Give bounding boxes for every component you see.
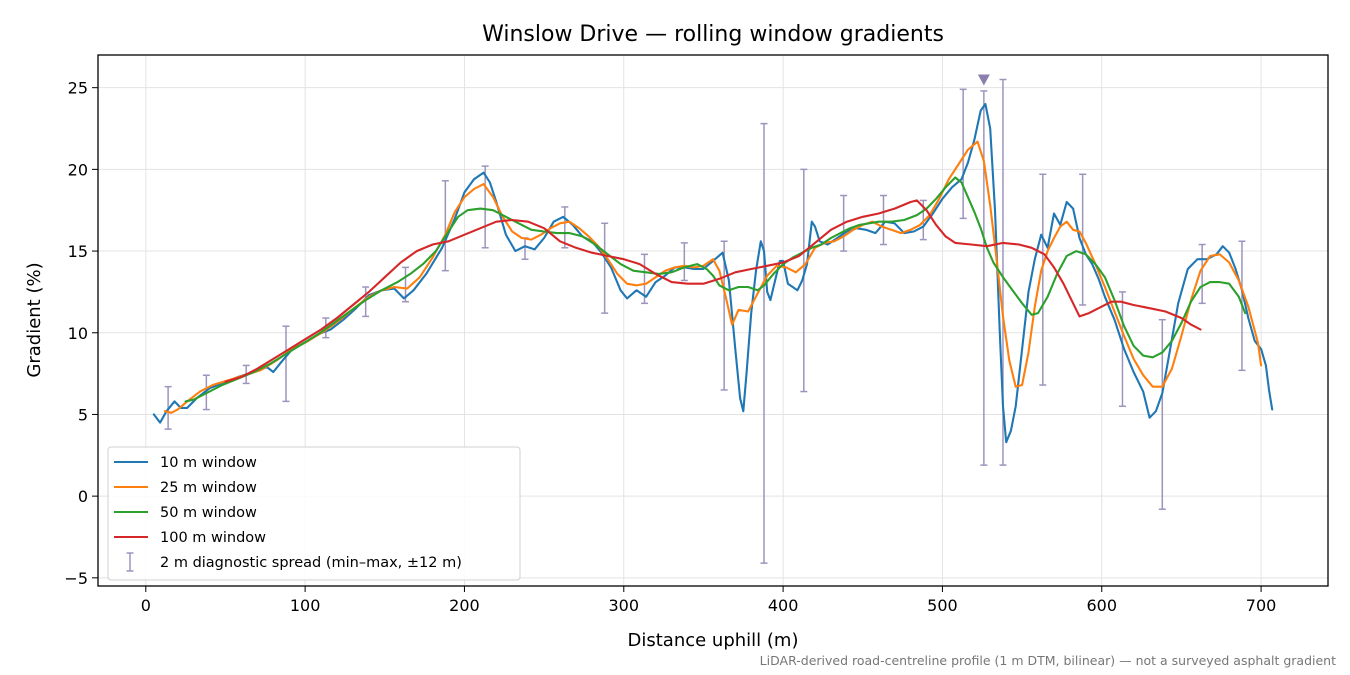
legend-item: 10 m window <box>114 455 257 471</box>
legend-label: 100 m window <box>160 530 266 546</box>
y-tick-label: 5 <box>78 405 88 424</box>
y-tick-label: −5 <box>64 569 88 588</box>
footnote: LiDAR-derived road-centreline profile (1… <box>760 653 1336 668</box>
error-bar <box>282 325 290 403</box>
error-bar <box>1039 173 1047 386</box>
chart-title: Winslow Drive — rolling window gradients <box>482 22 944 47</box>
y-axis-label: Gradient (%) <box>24 262 45 377</box>
plot-area <box>152 74 1274 564</box>
x-axis-label: Distance uphill (m) <box>628 630 799 651</box>
x-tick-label: 400 <box>768 596 799 615</box>
error-bar <box>879 194 887 246</box>
x-tick-label: 500 <box>927 596 958 615</box>
error-bar <box>481 165 489 249</box>
x-tick-label: 700 <box>1246 596 1277 615</box>
legend-label: 25 m window <box>160 480 257 496</box>
x-tick-label: 200 <box>449 596 480 615</box>
legend: 10 m window 25 m window 50 m window 100 m w… <box>107 446 521 581</box>
legend-item: 100 m window <box>114 530 266 546</box>
error-bar <box>680 242 688 282</box>
y-tick-label: 15 <box>68 242 88 261</box>
series-line-1 <box>152 102 1274 444</box>
series-line-4 <box>224 199 1202 383</box>
error-bar <box>1118 291 1126 408</box>
axes-frame <box>97 54 1329 587</box>
y-tick-label: 20 <box>68 160 88 179</box>
error-bar <box>959 88 967 220</box>
legend-label: 50 m window <box>160 505 257 521</box>
error-bar <box>720 240 728 391</box>
error-bar <box>1079 173 1087 306</box>
error-bar <box>800 168 808 393</box>
legend-box <box>107 446 521 581</box>
error-bar <box>561 206 569 249</box>
series-line-2 <box>163 140 1263 414</box>
x-tick-label: 300 <box>609 596 640 615</box>
y-axis-ticks: −5 0 5 10 15 20 25 <box>64 79 98 588</box>
y-tick-label: 10 <box>68 324 88 343</box>
x-tick-label: 600 <box>1086 596 1117 615</box>
x-tick-label: 0 <box>141 596 151 615</box>
max-gradient-marker <box>977 74 990 86</box>
y-tick-label: 0 <box>78 487 88 506</box>
error-bar <box>441 180 449 272</box>
error-bar <box>362 286 370 318</box>
legend-item: 2 m diagnostic spread (min–max, ±12 m) <box>126 552 462 572</box>
error-bar <box>980 90 988 466</box>
x-tick-label: 100 <box>290 596 321 615</box>
legend-label: 10 m window <box>160 455 257 471</box>
y-tick-label: 25 <box>68 79 88 98</box>
legend-item: 25 m window <box>114 480 257 496</box>
error-bar <box>760 122 768 564</box>
legend-label: 2 m diagnostic spread (min–max, ±12 m) <box>160 555 462 571</box>
x-axis-ticks: 0 100 200 300 400 500 600 700 <box>141 586 1277 615</box>
error-bar <box>1198 243 1206 305</box>
error-bar <box>601 222 609 314</box>
legend-item: 50 m window <box>114 505 257 521</box>
